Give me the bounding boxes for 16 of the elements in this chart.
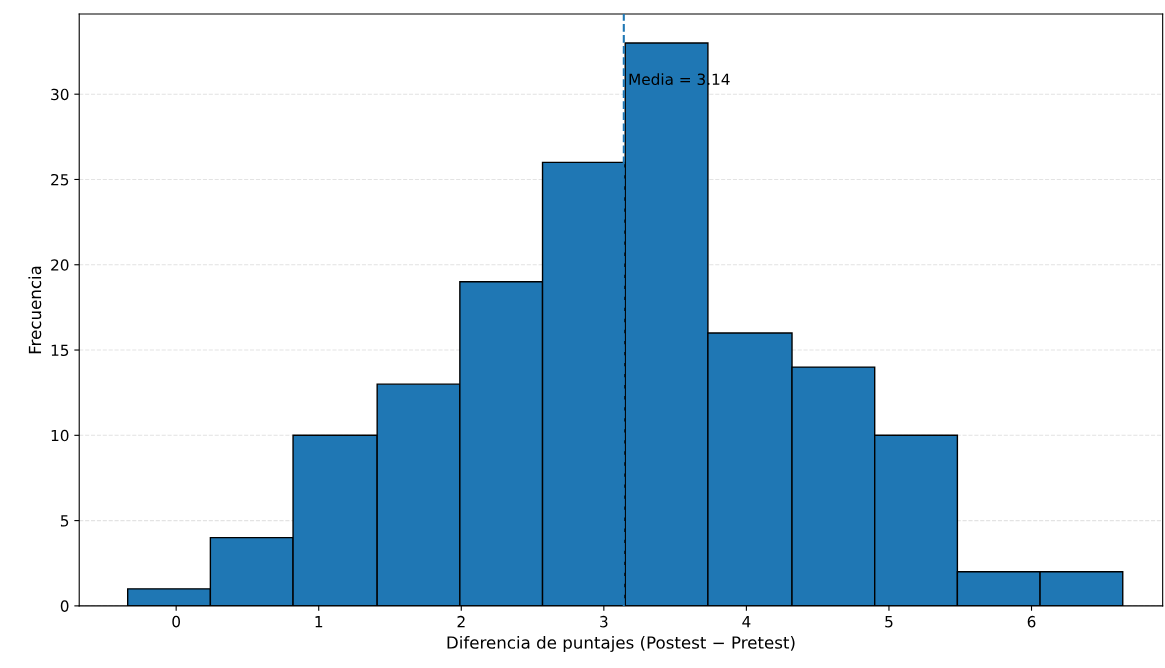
- x-tick-label: 2: [457, 615, 465, 628]
- x-tick-label: 4: [742, 616, 751, 628]
- y-axis-title: Frecuencia: [28, 266, 42, 354]
- x-tick-label: 6: [1027, 615, 1036, 628]
- x-tick-label: 0: [172, 615, 181, 628]
- y-tick-label: 10: [51, 429, 69, 442]
- y-tick-label: 5: [60, 515, 69, 527]
- y-tick-label: 0: [60, 600, 69, 612]
- y-tick-label: 15: [51, 344, 69, 357]
- y-tick-label: 30: [51, 88, 69, 101]
- y-tick-label: 20: [51, 259, 69, 271]
- x-tick-label: 1: [315, 616, 323, 628]
- x-tick-label: 3: [600, 615, 608, 628]
- y-tick-label: 25: [51, 173, 69, 186]
- x-axis-title: Diferencia de puntajes (Postest − Pretest): [447, 635, 795, 653]
- x-tick-label: 5: [885, 616, 893, 628]
